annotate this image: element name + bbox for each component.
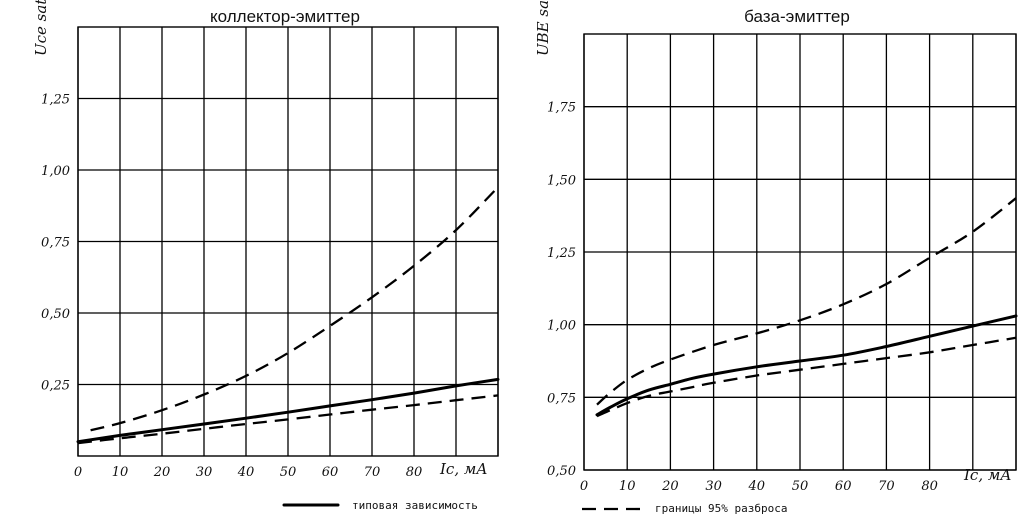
x-tick-label: 60 (322, 465, 339, 480)
plot-frame (77, 26, 499, 457)
x-tick-label: 50 (792, 479, 809, 494)
x-ticks: 0 10 20 30 40 50 60 70 80 (74, 465, 422, 480)
series-line-bound (596, 336, 1017, 418)
y-tick-label: 1,00 (547, 319, 576, 334)
x-tick-label: 70 (364, 465, 381, 480)
series-line-bound (77, 394, 499, 445)
series-line-typical (595, 314, 1018, 417)
y-tick-label: 0,50 (547, 464, 576, 479)
x-tick-label: 40 (237, 465, 255, 480)
y-tick-label: 0,75 (547, 391, 576, 406)
y-tick-label: 1,25 (41, 93, 70, 108)
series-group (595, 197, 1018, 418)
x-tick-label: 30 (196, 465, 213, 480)
legend: типовая зависимость границы 95% разброса (282, 499, 787, 515)
x-axis-label: Ic, мА (439, 460, 488, 478)
y-tick-label: 1,25 (547, 246, 576, 261)
legend-bounds-label: границы 95% разброса (655, 502, 787, 515)
x-tick-label: 50 (280, 465, 297, 480)
x-tick-label: 20 (661, 479, 679, 494)
legend-typical-label: типовая зависимость (352, 499, 478, 512)
x-tick-label: 30 (705, 479, 722, 494)
y-tick-label: 0,25 (41, 379, 70, 394)
series-line-bound (90, 186, 499, 432)
x-tick-label: 20 (153, 465, 171, 480)
series-group (76, 186, 500, 445)
y-tick-label: 0,75 (41, 236, 70, 251)
y-tick-label: 0,50 (41, 307, 70, 322)
y-axis-label: UBE sat, B (534, 0, 552, 56)
y-tick-label: 1,00 (41, 164, 70, 179)
x-tick-label: 60 (835, 479, 852, 494)
x-axis-label: Ic, мА (963, 466, 1012, 484)
series-line-bound (596, 197, 1017, 406)
x-tick-label: 10 (619, 479, 636, 494)
x-tick-label: 40 (748, 479, 766, 494)
grid (77, 26, 499, 457)
y-tick-label: 1,50 (547, 173, 576, 188)
x-tick-label: 80 (921, 479, 938, 494)
x-ticks: 0 10 20 30 40 50 60 70 80 (580, 479, 938, 494)
grid (583, 33, 1017, 471)
y-ticks: 0,25 0,50 0,75 1,00 1,25 (41, 93, 70, 394)
y-axis-label: Uce sat, B (32, 0, 50, 56)
x-tick-label: 0 (74, 465, 82, 480)
plot-frame (583, 33, 1017, 471)
y-tick-label: 1,75 (547, 101, 576, 116)
chart-title: база-эмиттер (744, 7, 850, 26)
chart-base-emitter: база-эмиттер 0,50 0,75 1,00 1,25 1,50 1,75 0 1… (534, 0, 1018, 494)
x-tick-label: 0 (580, 479, 588, 494)
series-line-typical (76, 377, 500, 444)
x-tick-label: 10 (112, 465, 129, 480)
chart-title: коллектор-эмиттер (210, 7, 360, 26)
chart-collector-emitter: коллектор-эмиттер 0,25 0,50 0,75 1,00 1,25 0… (32, 0, 500, 480)
y-ticks: 0,50 0,75 1,00 1,25 1,50 1,75 (547, 101, 576, 479)
x-tick-label: 80 (406, 465, 423, 480)
x-tick-label: 70 (878, 479, 895, 494)
